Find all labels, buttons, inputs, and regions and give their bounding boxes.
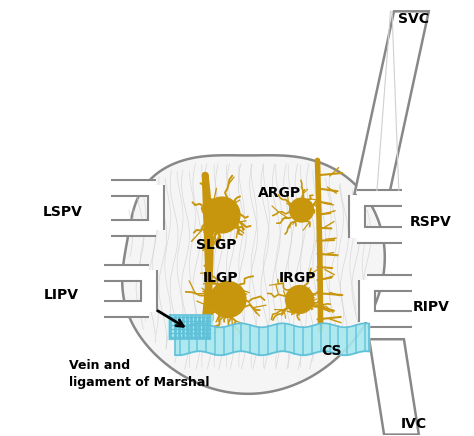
Polygon shape [369,339,419,435]
Circle shape [204,197,240,233]
Text: SVC: SVC [398,12,429,26]
Text: SLGP: SLGP [196,238,237,252]
Text: LSPV: LSPV [43,205,83,219]
Text: CS: CS [321,344,342,358]
Text: RSPV: RSPV [410,215,452,229]
Text: IVC: IVC [401,417,427,431]
Circle shape [290,198,313,222]
Text: ILGP: ILGP [202,271,238,285]
Polygon shape [122,155,385,394]
Text: LIPV: LIPV [44,287,79,302]
Polygon shape [354,11,429,195]
Text: IRGP: IRGP [279,271,316,285]
Circle shape [210,282,246,317]
Circle shape [286,286,313,313]
Text: ARGP: ARGP [258,186,301,200]
Text: Vein and
ligament of Marshal: Vein and ligament of Marshal [69,359,210,389]
Text: RIPV: RIPV [412,300,449,314]
